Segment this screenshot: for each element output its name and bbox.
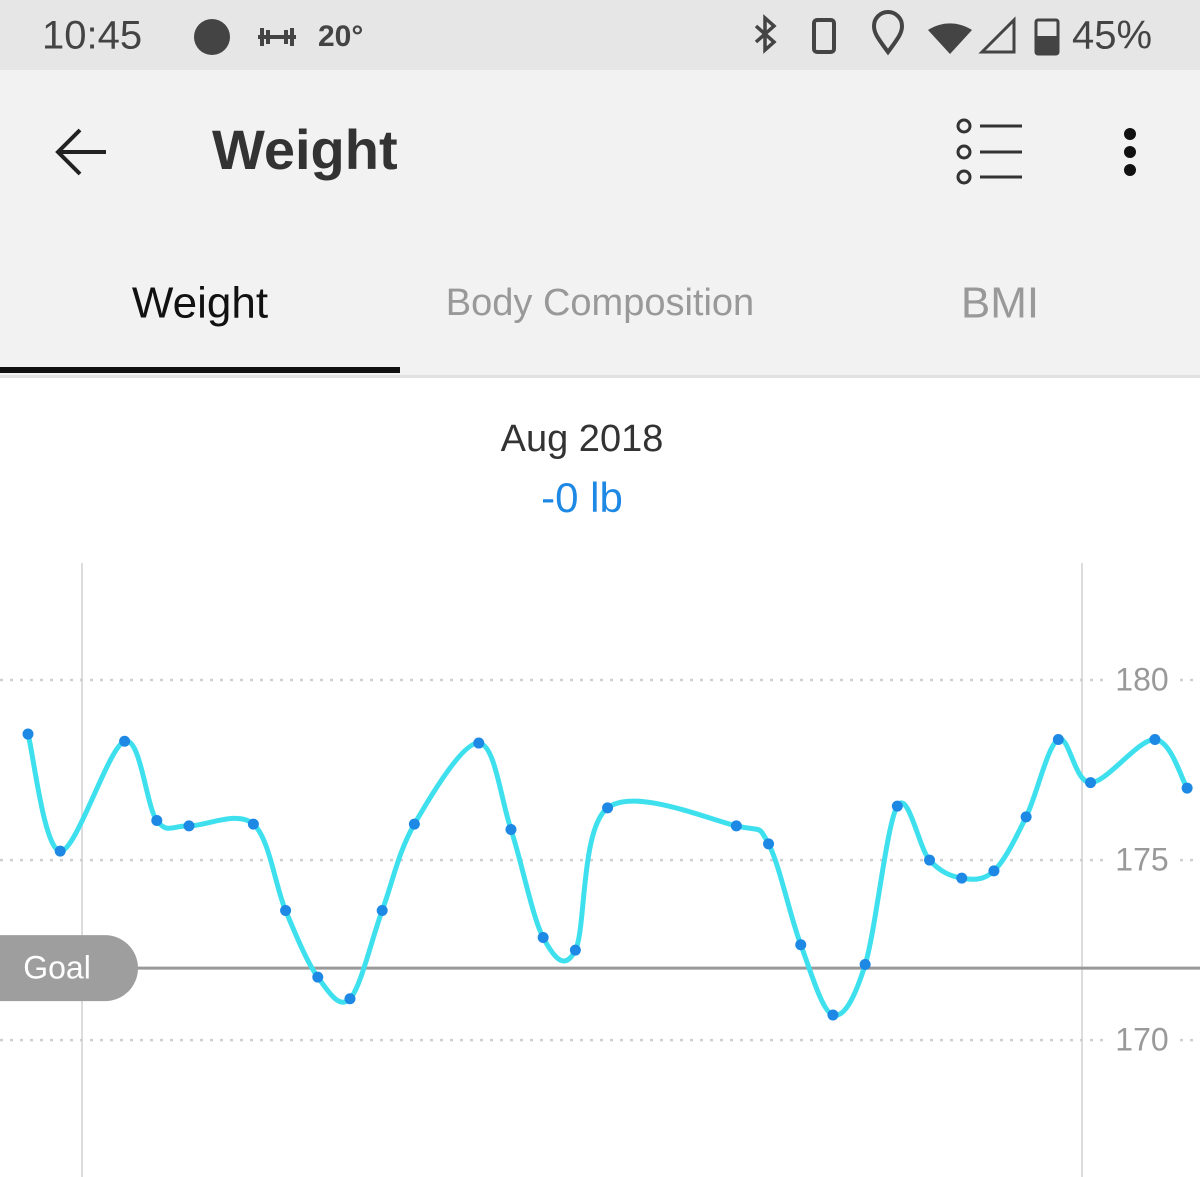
data-point xyxy=(988,865,1000,877)
list-button[interactable] xyxy=(956,118,1022,185)
data-point xyxy=(151,814,163,826)
data-point xyxy=(183,820,195,832)
data-point xyxy=(280,905,292,917)
data-point xyxy=(795,939,807,951)
battery-level xyxy=(1036,36,1058,54)
data-point xyxy=(1052,733,1064,745)
data-point xyxy=(763,838,775,850)
data-point xyxy=(827,1009,839,1021)
app-bar xyxy=(0,70,1200,376)
signal-icon xyxy=(978,16,1016,54)
data-point xyxy=(376,905,388,917)
data-point xyxy=(1020,811,1032,823)
status-time: 10:45 xyxy=(42,14,142,58)
data-point xyxy=(891,800,903,812)
music-icon xyxy=(194,19,230,55)
data-point xyxy=(1149,733,1161,745)
more-button[interactable] xyxy=(1124,128,1136,176)
data-point xyxy=(569,944,581,956)
tab[interactable]: BMI xyxy=(961,279,1039,328)
data-point xyxy=(537,932,549,944)
data-point xyxy=(1085,777,1097,789)
divider xyxy=(0,375,1200,378)
data-point xyxy=(859,959,871,971)
data-point xyxy=(312,971,324,983)
fitness-icon xyxy=(258,28,296,46)
weight-line xyxy=(25,733,1190,1018)
bluetooth-icon xyxy=(754,14,777,54)
y-tick-label: 170 xyxy=(1115,1022,1168,1058)
goal-pill xyxy=(0,935,138,1002)
app-title: Weight xyxy=(212,118,398,181)
goal-label: Goal xyxy=(23,950,91,986)
tab[interactable]: Body Composition xyxy=(446,282,754,324)
wifi-icon xyxy=(928,23,972,54)
y-tick-label: 175 xyxy=(1115,842,1168,878)
chart: 170 175 180 Goal xyxy=(0,660,1200,1061)
tab[interactable]: Weight xyxy=(132,279,268,328)
data-point xyxy=(408,818,420,830)
data-point xyxy=(344,993,356,1005)
chart-title: Aug 2018 xyxy=(501,418,664,460)
data-point xyxy=(247,818,259,830)
status-temperature: 20° xyxy=(318,20,363,53)
vibrate-icon xyxy=(812,18,836,54)
data-point xyxy=(22,728,34,740)
data-point xyxy=(54,845,66,857)
data-point xyxy=(119,735,131,747)
data-point xyxy=(730,820,742,832)
data-point xyxy=(1181,782,1193,794)
data-point xyxy=(602,802,614,814)
data-point xyxy=(924,854,936,866)
chart-subtitle: -0 lb xyxy=(541,474,623,521)
tick-label-bg xyxy=(1108,1020,1176,1061)
location-icon xyxy=(871,10,905,56)
data-point xyxy=(505,823,517,835)
tab-indicator xyxy=(0,367,400,373)
back-button[interactable] xyxy=(55,128,106,176)
data-point xyxy=(956,872,968,884)
status-battery: 45% xyxy=(1072,14,1152,58)
tick-label-bg xyxy=(1108,840,1176,881)
data-point xyxy=(473,737,485,749)
tick-label-bg xyxy=(1108,660,1176,701)
status-bar xyxy=(0,0,1200,70)
y-tick-label: 180 xyxy=(1115,661,1168,697)
